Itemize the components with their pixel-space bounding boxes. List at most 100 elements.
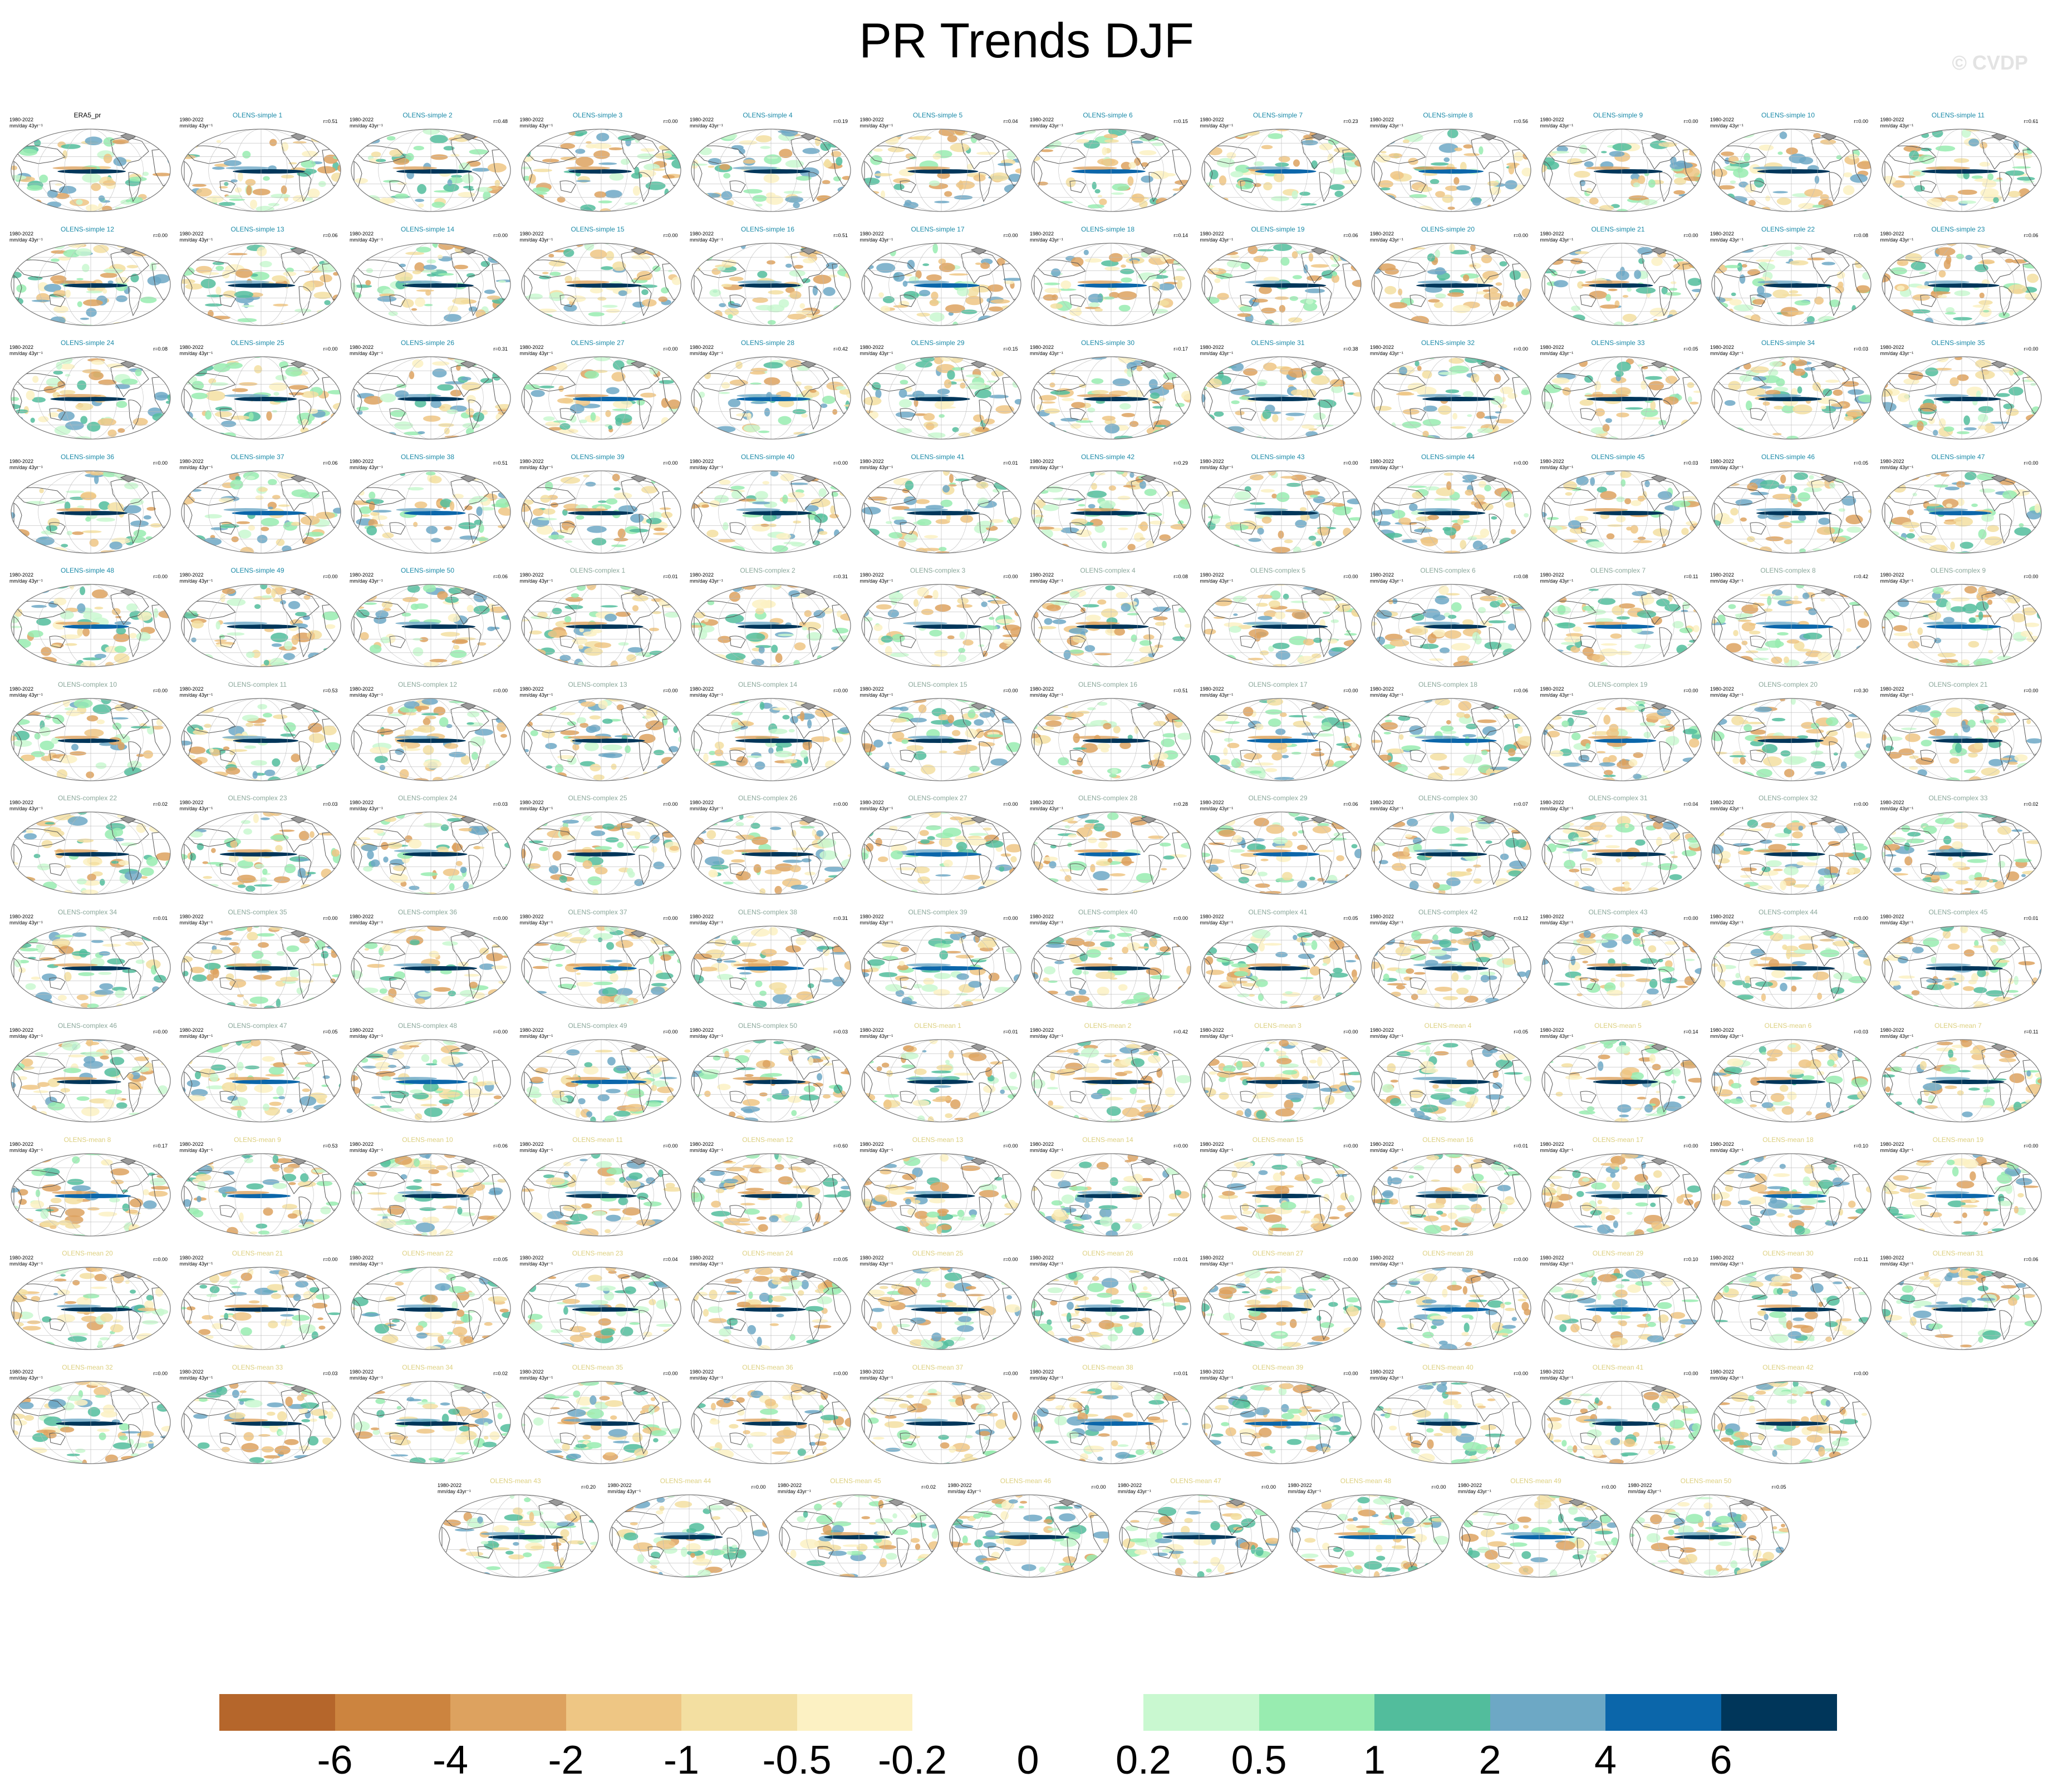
map-panel: 1980-2022 mm/day 43yr⁻¹ OLENS-simple 46 r=0… — [1705, 453, 1872, 558]
panel-correlation: r=0.03 — [1854, 1029, 1868, 1035]
panel-units: mm/day 43yr⁻¹ — [1200, 464, 1234, 470]
panel-title: OLENS-mean 50 — [1680, 1477, 1732, 1485]
map-panel: 1980-2022 mm/day 43yr⁻¹ OLENS-complex 25 r=… — [514, 794, 681, 899]
map-panel: 1980-2022 mm/day 43yr⁻¹ OLENS-complex 38 r=… — [684, 908, 851, 1013]
panel-title: OLENS-simple 30 — [1080, 339, 1135, 347]
panel-correlation: r=0.00 — [1343, 1029, 1358, 1035]
trend-map — [1371, 242, 1531, 326]
map-panel: 1980-2022 mm/day 43yr⁻¹ OLENS-mean 15 r=0.0… — [1195, 1136, 1362, 1240]
panel-units: mm/day 43yr⁻¹ — [350, 1261, 383, 1267]
panel-correlation: r=0.00 — [493, 232, 508, 238]
trend-map — [1201, 1380, 1362, 1464]
panel-correlation: r=0.00 — [833, 687, 848, 693]
map-panel: 1980-2022 mm/day 43yr⁻¹ OLENS-mean 29 r=0.1… — [1535, 1249, 1702, 1354]
panel-title: OLENS-mean 37 — [912, 1363, 964, 1371]
panel-units: mm/day 43yr⁻¹ — [690, 464, 723, 470]
panel-period: 1980-2022 — [690, 800, 714, 805]
panel-title: OLENS-mean 24 — [742, 1249, 793, 1257]
panel-title: OLENS-simple 9 — [1593, 111, 1643, 119]
map-panel: 1980-2022 mm/day 43yr⁻¹ OLENS-complex 4 r=0… — [1024, 567, 1191, 671]
map-panel: 1980-2022 mm/day 43yr⁻¹ OLENS-mean 9 r=0.53 — [174, 1136, 341, 1240]
map-panel: 1980-2022 mm/day 43yr⁻¹ OLENS-mean 37 r=0.0… — [854, 1363, 1021, 1468]
panel-correlation: r=0.00 — [1514, 1257, 1528, 1262]
trend-map — [11, 1153, 171, 1237]
panel-title: OLENS-complex 45 — [1928, 908, 1988, 916]
panel-correlation: r=0.01 — [1514, 1143, 1528, 1149]
panel-correlation: r=0.00 — [1003, 1370, 1018, 1376]
trend-map — [1031, 1153, 1191, 1237]
trend-map — [180, 697, 341, 781]
trend-map — [861, 470, 1021, 554]
trend-map — [861, 811, 1021, 895]
trend-map — [1201, 925, 1362, 1009]
panel-correlation: r=0.00 — [1343, 1143, 1358, 1149]
panel-title: OLENS-mean 9 — [234, 1135, 281, 1144]
panel-correlation: r=0.00 — [1683, 1143, 1698, 1149]
panel-units: mm/day 43yr⁻¹ — [519, 1261, 553, 1267]
map-panel: 1980-2022 mm/day 43yr⁻¹ OLENS-complex 41 r=… — [1195, 908, 1362, 1013]
map-panel: 1980-2022 mm/day 43yr⁻¹ OLENS-simple 29 r=0… — [854, 339, 1021, 444]
panel-period: 1980-2022 — [1880, 1255, 1904, 1261]
panel-title: OLENS-mean 16 — [1422, 1135, 1474, 1144]
panel-title: OLENS-complex 34 — [57, 908, 117, 916]
panel-units: mm/day 43yr⁻¹ — [179, 464, 213, 470]
trend-map — [861, 697, 1021, 781]
trend-map — [1371, 1153, 1531, 1237]
panel-period: 1980-2022 — [179, 1255, 204, 1261]
panel-title: OLENS-simple 18 — [1080, 225, 1135, 233]
panel-correlation: r=0.10 — [1683, 1257, 1698, 1262]
panel-period: 1980-2022 — [1880, 913, 1904, 919]
panel-units: mm/day 43yr⁻¹ — [1880, 1147, 1914, 1153]
panel-units: mm/day 43yr⁻¹ — [179, 123, 213, 129]
panel-title: OLENS-mean 40 — [1422, 1363, 1474, 1371]
panel-title: OLENS-simple 26 — [400, 339, 455, 347]
panel-correlation: r=0.00 — [663, 346, 678, 352]
trend-map — [1711, 1267, 1872, 1350]
map-panel: 1980-2022 mm/day 43yr⁻¹ OLENS-simple 19 r=0… — [1195, 225, 1362, 330]
page-title: PR Trends DJF — [859, 13, 1194, 68]
panel-units: mm/day 43yr⁻¹ — [350, 123, 383, 129]
panel-period: 1980-2022 — [9, 344, 34, 350]
panel-title: OLENS-simple 10 — [1761, 111, 1815, 119]
trend-map — [691, 584, 851, 667]
panel-period: 1980-2022 — [9, 572, 34, 578]
panel-units: mm/day 43yr⁻¹ — [9, 237, 43, 243]
panel-period: 1980-2022 — [1118, 1483, 1142, 1488]
map-panel: 1980-2022 mm/day 43yr⁻¹ OLENS-simple 47 r=0… — [1875, 453, 2042, 558]
trend-map — [11, 129, 171, 212]
map-panel: 1980-2022 mm/day 43yr⁻¹ OLENS-complex 37 r=… — [514, 908, 681, 1013]
panel-period: 1980-2022 — [350, 572, 374, 578]
colorbar-box — [1374, 1694, 1490, 1731]
trend-map — [520, 1039, 681, 1123]
panel-units: mm/day 43yr⁻¹ — [690, 123, 723, 129]
panel-correlation: r=0.03 — [323, 801, 338, 807]
map-panel: 1980-2022 mm/day 43yr⁻¹ OLENS-mean 42 r=0.0… — [1705, 1363, 1872, 1468]
panel-correlation: r=0.04 — [663, 1257, 678, 1262]
panel-units: mm/day 43yr⁻¹ — [859, 123, 893, 129]
panel-period: 1980-2022 — [1370, 800, 1394, 805]
panel-correlation: r=0.20 — [581, 1484, 596, 1490]
panel-title: OLENS-simple 3 — [572, 111, 623, 119]
trend-map — [180, 356, 341, 440]
panel-units: mm/day 43yr⁻¹ — [1030, 1033, 1063, 1039]
panel-correlation: r=0.03 — [323, 1370, 338, 1376]
map-panel: 1980-2022 mm/day 43yr⁻¹ OLENS-simple 45 r=0… — [1535, 453, 1702, 558]
panel-correlation: r=0.00 — [1683, 1370, 1698, 1376]
panel-title: OLENS-complex 36 — [397, 908, 458, 916]
panel-period: 1980-2022 — [179, 1027, 204, 1033]
panel-units: mm/day 43yr⁻¹ — [690, 919, 723, 925]
panel-title: OLENS-simple 11 — [1931, 111, 1985, 119]
panel-title: OLENS-simple 35 — [1931, 339, 1985, 347]
panel-title: OLENS-mean 26 — [1082, 1249, 1133, 1257]
map-panel: 1980-2022 mm/day 43yr⁻¹ OLENS-simple 4 r=0.… — [684, 111, 851, 216]
panel-title: OLENS-complex 23 — [228, 794, 287, 802]
panel-correlation: r=0.00 — [663, 1370, 678, 1376]
trend-map — [1201, 584, 1362, 667]
map-panel: 1980-2022 mm/day 43yr⁻¹ OLENS-simple 37 r=0… — [174, 453, 341, 558]
panel-title: OLENS-mean 41 — [1592, 1363, 1644, 1371]
map-panel: 1980-2022 mm/day 43yr⁻¹ OLENS-mean 17 r=0.0… — [1535, 1136, 1702, 1240]
panel-period: 1980-2022 — [690, 1027, 714, 1033]
panel-period: 1980-2022 — [1880, 458, 1904, 464]
map-panel: 1980-2022 mm/day 43yr⁻¹ OLENS-simple 40 r=0… — [684, 453, 851, 558]
trend-map — [351, 242, 511, 326]
